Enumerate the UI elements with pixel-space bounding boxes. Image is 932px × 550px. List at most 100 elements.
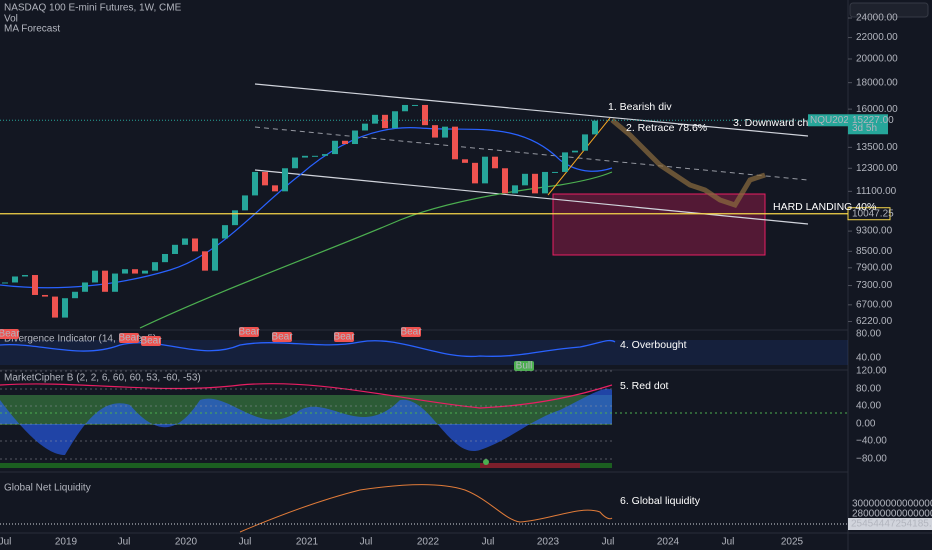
candle	[382, 114, 388, 129]
candle	[142, 270, 148, 274]
level-tag	[847, 207, 891, 221]
candle	[512, 185, 518, 194]
candle	[72, 291, 78, 299]
candle	[502, 168, 508, 194]
signal-tag	[0, 329, 19, 339]
y-tick-label: 8500.00	[856, 246, 893, 257]
x-tick-label: Jul	[722, 537, 735, 548]
candle	[232, 210, 238, 226]
channel-upper	[254, 83, 809, 137]
annotation: 5. Red dot	[620, 380, 669, 392]
signal-dot	[483, 459, 489, 465]
candle	[52, 296, 58, 318]
candle	[392, 111, 398, 129]
cipher-wave	[0, 388, 612, 455]
candle	[62, 298, 68, 318]
candle	[462, 159, 468, 163]
y-tick-label: 120.00	[856, 366, 887, 377]
candle	[552, 171, 558, 173]
candle	[302, 155, 308, 158]
signal-tag	[141, 336, 161, 346]
x-tick-label: Jul	[602, 537, 615, 548]
search-box[interactable]	[849, 2, 929, 18]
candle	[82, 282, 88, 292]
signal-tag	[334, 332, 354, 342]
level-label: 10047.25	[852, 208, 894, 219]
cipher-bar	[0, 463, 612, 468]
signal-tag	[119, 333, 139, 343]
signal-label: Bear	[140, 336, 162, 347]
y-tick-label: 40.00	[856, 401, 881, 412]
symbol-tag-label: NQU2023	[810, 115, 855, 126]
candle	[362, 123, 368, 131]
x-tick-label: 2024	[657, 537, 680, 548]
x-tick-label: 2021	[296, 537, 319, 548]
candle	[432, 125, 438, 138]
fib-line	[547, 117, 611, 196]
candle	[262, 171, 268, 186]
annotation: HARD LANDING 40%	[773, 201, 876, 213]
signal-label: Bear	[271, 332, 293, 343]
candle	[402, 104, 408, 112]
candle	[482, 156, 488, 184]
candle	[542, 171, 548, 194]
symbol-tag	[808, 114, 848, 127]
candle	[112, 273, 118, 292]
candle	[442, 126, 448, 138]
y-tick-label: −40.00	[856, 436, 887, 447]
candle	[222, 225, 228, 239]
candle	[242, 195, 248, 211]
y-tick-label: 40.00	[856, 353, 881, 364]
annotation: 2. Retrace 78.6%	[626, 122, 707, 134]
candle	[152, 262, 158, 271]
ma-200	[139, 171, 613, 329]
y-tick-label: 24000.00	[856, 13, 898, 24]
candle	[22, 275, 28, 277]
liquidity-tag	[848, 518, 932, 530]
candle	[352, 130, 358, 145]
annotation: 1. Bearish div	[608, 101, 672, 113]
x-tick-label: Jul	[0, 537, 11, 548]
candle	[102, 270, 108, 292]
candle	[422, 104, 428, 126]
x-tick-label: 2023	[537, 537, 560, 548]
annotation: 4. Overbought	[620, 339, 687, 351]
candle	[182, 238, 188, 245]
candle	[132, 269, 138, 274]
y-tick-label: 80.00	[856, 329, 881, 340]
candle	[12, 276, 18, 283]
signal-label: Bull	[516, 361, 533, 372]
y-tick-label: 20000.00	[856, 54, 898, 65]
candle	[492, 156, 498, 169]
price-tag	[848, 114, 888, 135]
symbol-title: NASDAQ 100 E-mini Futures, 1W, CME	[4, 3, 182, 14]
candle	[412, 104, 418, 106]
x-tick-label: 2025	[781, 537, 804, 548]
candle	[292, 157, 298, 169]
x-tick-label: Jul	[118, 537, 131, 548]
candle	[582, 134, 588, 151]
candle	[532, 173, 538, 194]
x-tick-label: 2020	[175, 537, 198, 548]
x-tick-label: 2022	[417, 537, 440, 548]
candle	[452, 126, 458, 160]
signal-tag	[272, 332, 292, 342]
candle	[592, 120, 598, 135]
countdown: 3d 5h	[852, 123, 877, 134]
candle	[572, 150, 578, 153]
divergence-line	[0, 339, 616, 358]
y-tick-label: 6700.00	[856, 299, 893, 310]
candle	[122, 269, 128, 274]
y-tick-label: 9300.00	[856, 226, 893, 237]
y-tick-label: 80.00	[856, 384, 881, 395]
y-tick-label: 2800000000000000.00	[852, 509, 932, 520]
annotation: 3. Downward ch	[733, 117, 808, 129]
vol-label: Vol	[4, 14, 18, 25]
candle	[322, 154, 328, 156]
cipher-rsi	[0, 383, 613, 409]
y-tick-label: 11100.00	[856, 186, 897, 197]
candle	[562, 152, 568, 172]
candle	[42, 294, 48, 297]
